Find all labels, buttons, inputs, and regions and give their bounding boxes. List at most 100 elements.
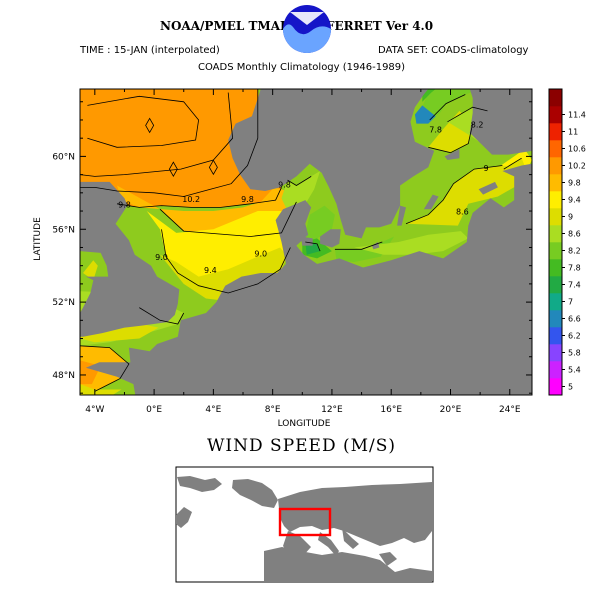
- land-scandinavia: [228, 89, 435, 239]
- contour-line-1: [80, 92, 234, 177]
- contour-line-2: [80, 89, 259, 197]
- colorbar-label: 8.2: [568, 247, 581, 256]
- colorbar-swatch-7: [549, 259, 562, 277]
- colorbar-swatch-8: [549, 242, 562, 260]
- colorbar-swatch-6: [549, 276, 562, 294]
- contour-line-13: [503, 157, 522, 170]
- colorbar-swatch-16: [549, 106, 562, 124]
- land-sjaelland: [320, 229, 341, 248]
- header-right-title: FERRET Ver 4.0: [326, 19, 434, 33]
- wind-region-20: [406, 165, 518, 226]
- plot-area: 9.8 10.2 9.8 9.8 9.0 9.4 9.0 7.8 8.2 9 8.6: [80, 89, 532, 395]
- colorbar-label: 9.4: [568, 196, 581, 205]
- colorbar-swatch-13: [549, 157, 562, 175]
- colorbar-label: 7.4: [568, 281, 581, 290]
- colorbar-label: 6.2: [568, 332, 581, 341]
- land-great-britain: [80, 181, 180, 337]
- contour-label-10: 8.6: [456, 208, 469, 217]
- colorbar-label: 7: [568, 298, 573, 307]
- colorbar-label: 10.2: [568, 162, 586, 171]
- colorbar-label: 9.8: [568, 179, 581, 188]
- contour-label-3: 9.8: [278, 180, 291, 189]
- x-tick-label: 0°E: [146, 405, 162, 415]
- land-aland: [444, 149, 460, 160]
- colorbar-swatch-4: [549, 310, 562, 328]
- colorbar-label: 5: [568, 383, 573, 392]
- land-saaremaa: [478, 181, 498, 195]
- y-tick-label: 56°N: [52, 225, 75, 235]
- contour-line-12: [405, 165, 503, 225]
- wind-region-19: [354, 231, 469, 255]
- contour-line-3: [116, 187, 282, 208]
- x-axis-label: LONGITUDE: [278, 419, 331, 429]
- x-tick-label: 8°E: [265, 405, 281, 415]
- colorbar-swatch-2: [549, 344, 562, 362]
- contour-max-1: [168, 161, 178, 177]
- land-finland: [469, 89, 532, 155]
- colorbar-swatch-1: [549, 361, 562, 379]
- wind-region-8: [83, 260, 98, 281]
- colorbar-label: 7.8: [568, 264, 581, 273]
- plot-frame: [79, 88, 533, 396]
- y-axis-label: LATITUDE: [33, 217, 43, 261]
- contour-label-1: 10.2: [182, 195, 200, 204]
- wind-region-15: [302, 205, 335, 244]
- contour-label-8: 8.2: [471, 120, 484, 129]
- wind-region-14: [281, 171, 321, 211]
- contour-line-14: [305, 241, 321, 252]
- contour-line-4: [159, 201, 297, 237]
- contour-label-4: 9.0: [155, 253, 168, 262]
- colorbar-label: 11.4: [568, 111, 586, 120]
- contour-label-6: 9.0: [254, 250, 267, 259]
- y-tick-label: 60°N: [52, 152, 75, 162]
- colorbar-swatch-17: [549, 89, 562, 107]
- x-tick-label: 4°E: [205, 405, 221, 415]
- chart-subtitle: COADS Monthly Climatology (1946-1989): [198, 62, 406, 73]
- x-tick-label: 12°E: [321, 405, 343, 415]
- land-oland: [397, 205, 406, 226]
- colorbar-label: 6.6: [568, 315, 581, 324]
- contour-line-6: [139, 307, 185, 325]
- colorbar-label: 10.6: [568, 145, 586, 154]
- dataset-label: DATA SET: COADS-climatology: [378, 45, 529, 56]
- colorbar-swatch-15: [549, 123, 562, 141]
- colorbar-frame: [548, 88, 563, 396]
- contour-line-7: [80, 345, 130, 392]
- wind-region-4: [80, 89, 282, 208]
- colorbar-label: 5.8: [568, 349, 581, 358]
- contour-label-9: 9: [484, 164, 489, 173]
- contour-label-5: 9.4: [204, 266, 217, 275]
- y-tick-label: 48°N: [52, 371, 75, 381]
- colorbar-swatch-5: [549, 293, 562, 311]
- contour-line-10: [447, 106, 488, 123]
- x-tick-label: 16°E: [380, 405, 402, 415]
- land-gotland: [423, 194, 439, 210]
- colorbar-swatch-12: [549, 174, 562, 192]
- wind-region-28: [503, 158, 525, 171]
- colorbar-swatch-14: [549, 140, 562, 158]
- land-fyn: [300, 236, 313, 246]
- contour-line-8: [287, 176, 312, 186]
- contour-max-2: [208, 159, 218, 176]
- land-continent: [85, 163, 532, 395]
- colorbar-swatch-0: [549, 378, 562, 396]
- contour-label-0: 9.8: [118, 200, 131, 209]
- chart-title: WIND SPEED (M/S): [206, 436, 397, 456]
- colorbar-label: 9: [568, 213, 573, 222]
- contour-label-7: 7.8: [429, 126, 442, 135]
- wind-region-13: [80, 384, 122, 395]
- header-left-title: NOAA/PMEL TMAP: [160, 19, 290, 33]
- contour-line-5: [161, 229, 291, 294]
- colorbar-label: 5.4: [568, 366, 581, 375]
- colorbar-label: 11: [568, 128, 578, 137]
- time-label: TIME : 15-JAN (interpolated): [80, 45, 220, 56]
- contour-label-2: 9.8: [241, 195, 254, 204]
- colorbar-label: 8.6: [568, 230, 581, 239]
- contour-line-11: [428, 123, 474, 154]
- colorbar-swatch-10: [549, 208, 562, 226]
- contour-line-9: [429, 94, 466, 121]
- contour-max-0: [145, 117, 155, 134]
- x-tick-label: 24°E: [499, 405, 521, 415]
- colorbar-swatch-9: [549, 225, 562, 243]
